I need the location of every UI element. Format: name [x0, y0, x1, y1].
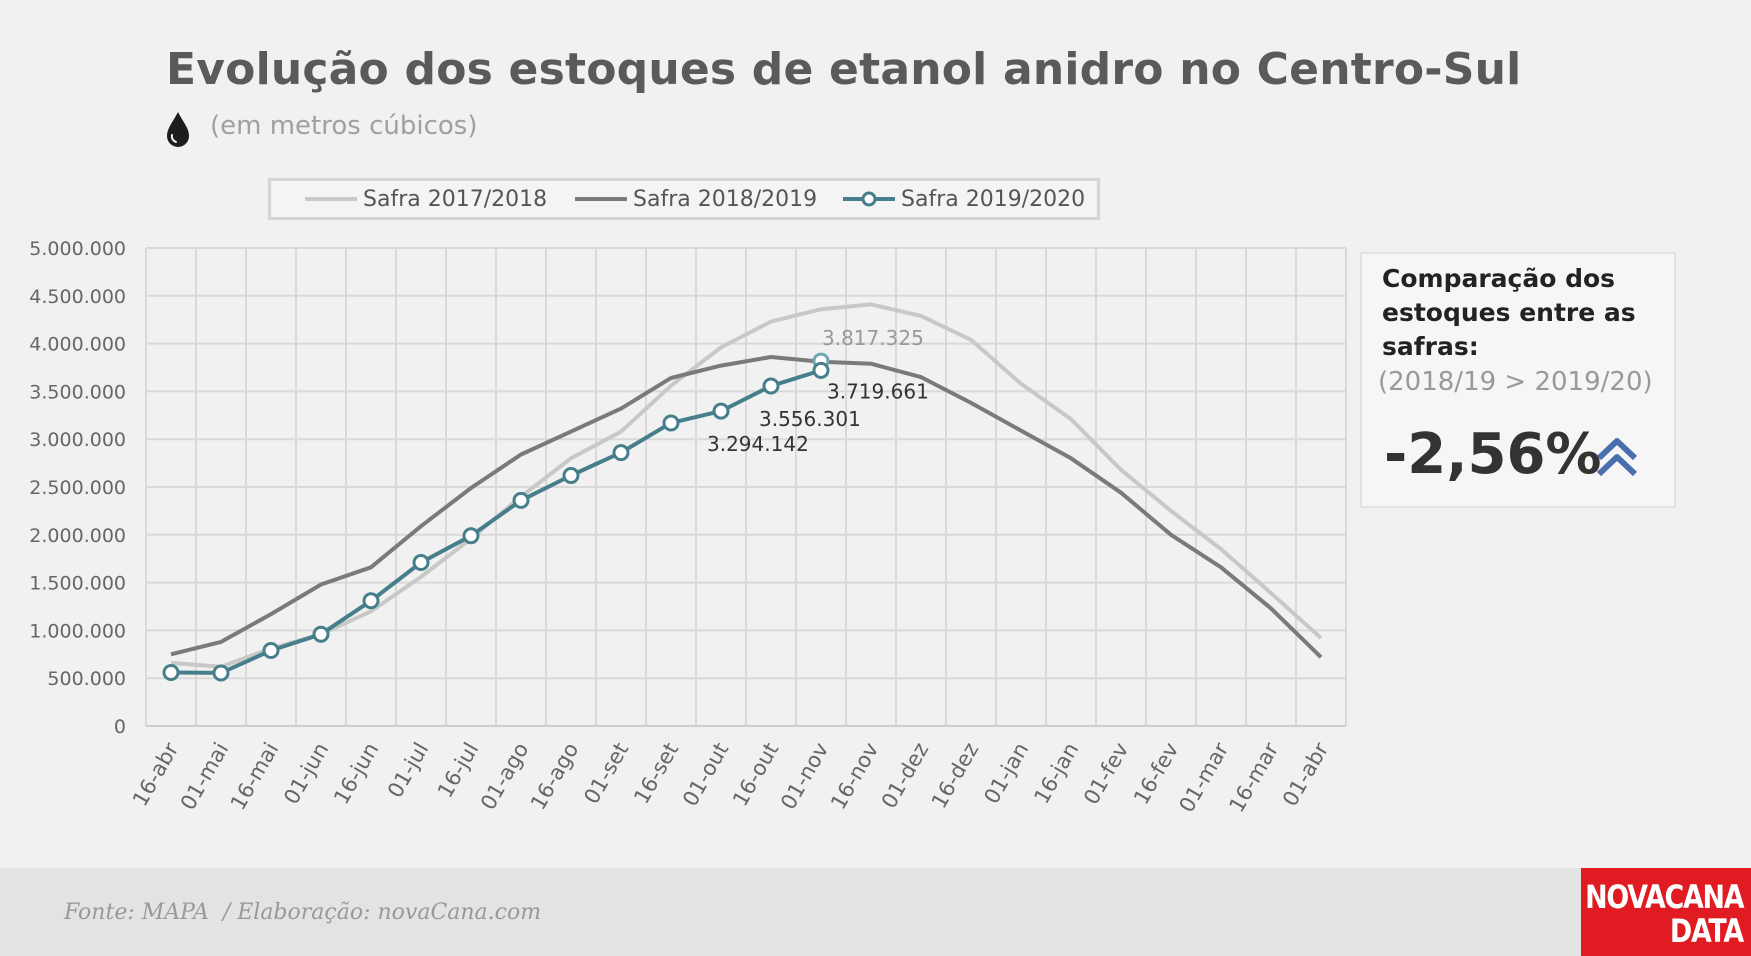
data-point-marker [212, 664, 230, 682]
drop-icon [167, 112, 189, 147]
data-point-marker [712, 402, 730, 420]
legend-swatch-2018-2019 [575, 197, 627, 201]
gridlines [145, 247, 1347, 727]
x-tick-label: 01-fev [1079, 739, 1133, 809]
legend-swatch-2017-2018 [305, 197, 357, 201]
y-tick-label: 500.000 [47, 668, 126, 690]
x-tick-label: 16-fev [1129, 739, 1183, 809]
brand-logo-line1: NOVACANA [1584, 878, 1744, 916]
double-chevron-up-icon [1596, 438, 1638, 477]
x-tick-label: 01-dez [877, 739, 934, 813]
x-tick-label: 01-set [579, 739, 633, 809]
data-point-marker [362, 592, 380, 610]
x-tick-label: 16-mar [1224, 738, 1283, 816]
data-point-marker [162, 663, 180, 681]
brand-logo: NOVACANA DATA [1581, 868, 1751, 956]
y-tick-label: 4.000.000 [29, 334, 126, 356]
series-line-2019-2020 [170, 368, 822, 675]
x-tick-label: 16-jan [1029, 739, 1083, 808]
comparison-box: Comparação dos estoques entre as safras:… [1360, 252, 1676, 508]
x-tick-label: 01-jun [279, 739, 333, 809]
x-tick-label: 16-jun [329, 739, 383, 809]
data-label: 3.556.301 [759, 407, 861, 431]
data-label: 3.719.661 [827, 379, 929, 403]
series-line-2018-2019 [170, 355, 1323, 659]
x-tick-label: 16-set [629, 739, 683, 809]
x-tick-label: 16-jul [433, 739, 483, 802]
comparison-title: Comparação dos estoques entre as safras: [1382, 264, 1636, 361]
y-tick-label: 2.000.000 [29, 525, 126, 547]
data-point-marker [312, 625, 330, 643]
data-point-marker [512, 491, 530, 509]
comparison-value: -2,56% [1384, 422, 1602, 487]
legend-item-safra-2018-2019: Safra 2018/2019 [573, 181, 817, 217]
y-tick-label: 0 [114, 716, 126, 738]
data-point-marker [612, 444, 630, 462]
x-tick-label: 16-ago [526, 739, 583, 815]
brand-logo-line2: DATA [1669, 912, 1744, 950]
x-tick-label: 16-nov [826, 739, 883, 814]
x-tick-label: 01-abr [1278, 738, 1334, 810]
data-point-marker [262, 641, 280, 659]
data-point-marker [812, 361, 830, 379]
data-point-marker [762, 377, 780, 395]
chart-legend: Safra 2017/2018 Safra 2018/2019 Safra 20… [268, 178, 1100, 220]
y-tick-label: 5.000.000 [29, 238, 126, 260]
y-tick-label: 1.000.000 [29, 620, 126, 642]
x-tick-label: 16-dez [927, 739, 984, 813]
data-point-marker [462, 527, 480, 545]
line-chart: 0 500.000 1.000.000 1.500.000 2.000.000 2.500… [29, 238, 1347, 817]
x-tick-label: 16-abr [128, 738, 184, 810]
x-tick-label: 01-mai [176, 739, 234, 815]
x-tick-label: 01-out [678, 739, 733, 811]
legend-label: Safra 2019/2020 [901, 186, 1086, 212]
comparison-subtitle: (2018/19 > 2019/20) [1378, 367, 1653, 397]
source-text: Fonte: MAPA / Elaboração: novaCana.com [64, 900, 542, 925]
legend-label: Safra 2017/2018 [363, 186, 548, 212]
x-tick-label: 16-out [728, 739, 783, 811]
legend-item-safra-2019-2020: Safra 2019/2020 [841, 181, 1085, 217]
y-tick-label: 3.500.000 [29, 381, 126, 403]
x-tick-label: 01-jul [383, 739, 433, 802]
series-line-2017-2018 [170, 302, 1323, 669]
y-tick-label: 2.500.000 [29, 477, 126, 499]
x-tick-label: 01-ago [476, 739, 533, 815]
footer: Fonte: MAPA / Elaboração: novaCana.com N… [0, 868, 1751, 956]
y-tick-label: 1.500.000 [29, 573, 126, 595]
legend-item-safra-2017-2018: Safra 2017/2018 [303, 181, 547, 217]
data-point-marker [562, 467, 580, 485]
data-point-marker [412, 554, 430, 572]
legend-swatch-2019-2020 [843, 191, 895, 207]
x-tick-label: 01-nov [776, 739, 833, 814]
x-tick-label: 16-mai [226, 739, 284, 815]
chart-title: Evolução dos estoques de etanol anidro n… [166, 44, 1522, 95]
x-tick-label: 01-jan [979, 739, 1033, 808]
data-point-marker [662, 414, 680, 432]
data-label: 3.817.325 [822, 326, 924, 350]
data-label: 3.294.142 [707, 432, 809, 456]
y-tick-label: 3.000.000 [29, 429, 126, 451]
legend-label: Safra 2018/2019 [633, 186, 818, 212]
y-tick-label: 4.500.000 [29, 286, 126, 308]
chart-subtitle: (em metros cúbicos) [210, 111, 478, 141]
